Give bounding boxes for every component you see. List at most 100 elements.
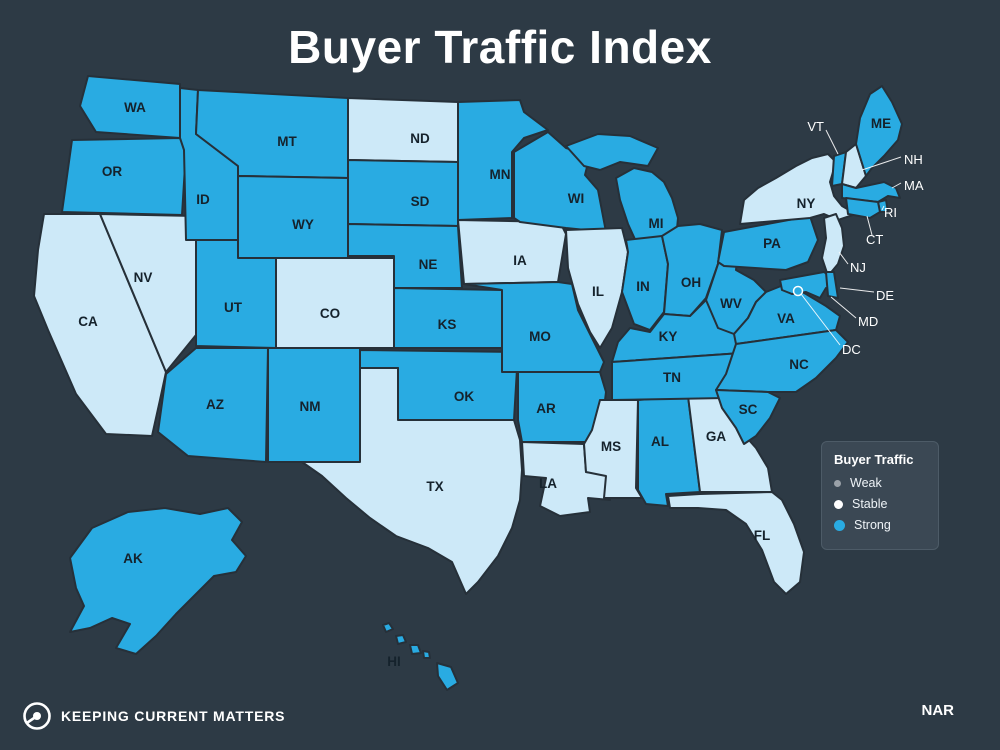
stable-dot-icon — [834, 499, 843, 509]
callout-line-de — [839, 287, 875, 293]
legend-panel: Buyer Traffic Weak Stable Strong — [821, 441, 939, 550]
state-label-pa: PA — [763, 236, 781, 251]
callout-line-vt — [825, 129, 839, 155]
state-nj — [821, 213, 845, 277]
state-ia — [457, 219, 567, 285]
nar-attribution: NAR — [921, 702, 955, 719]
legend-item-label: Stable — [852, 497, 888, 511]
state-nd — [347, 97, 459, 163]
state-label-ut: UT — [224, 300, 243, 315]
state-label-mi: MI — [649, 216, 664, 231]
state-label-wa: WA — [124, 100, 146, 115]
callout-label-ri: RI — [884, 205, 897, 220]
callout-label-dc: DC — [842, 342, 861, 357]
state-label-ok: OK — [454, 389, 475, 404]
callout-line-dc — [800, 293, 841, 346]
state-dc-marker — [792, 285, 804, 297]
state-fl — [667, 491, 805, 595]
state-nc — [715, 329, 849, 393]
callout-label-nh: NH — [904, 152, 923, 167]
state-wa — [79, 75, 181, 139]
brand-footer: KEEPING CURRENT MATTERS — [22, 701, 285, 731]
callout-line-ri — [881, 205, 885, 211]
state-label-wy: WY — [292, 217, 314, 232]
legend-item-label: Weak — [850, 476, 882, 490]
state-ak — [69, 507, 247, 655]
state-pa — [717, 215, 819, 271]
state-label-nv: NV — [134, 270, 153, 285]
state-label-al: AL — [651, 434, 669, 449]
state-label-il: IL — [592, 284, 604, 299]
legend-title: Buyer Traffic — [834, 452, 914, 467]
legend-item-strong: Strong — [834, 518, 926, 532]
state-label-id: ID — [196, 192, 210, 207]
state-label-ms: MS — [601, 439, 621, 454]
state-label-wi: WI — [568, 191, 585, 206]
weak-dot-icon — [834, 479, 841, 487]
callout-label-md: MD — [858, 314, 878, 329]
state-mo — [463, 281, 605, 373]
callout-line-ct — [866, 215, 873, 236]
state-label-ne: NE — [419, 257, 438, 272]
state-label-ky: KY — [659, 329, 678, 344]
page-title: Buyer Traffic Index — [288, 21, 712, 73]
state-label-ca: CA — [78, 314, 98, 329]
callout-label-ma: MA — [904, 178, 924, 193]
state-label-sc: SC — [739, 402, 758, 417]
state-label-ny: NY — [797, 196, 816, 211]
callout-label-de: DE — [876, 288, 894, 303]
callout-line-md — [830, 296, 857, 319]
state-label-ak: AK — [123, 551, 143, 566]
legend-items: Weak Stable Strong — [834, 476, 926, 532]
legend-item-label: Strong — [854, 518, 891, 532]
state-label-ks: KS — [438, 317, 457, 332]
state-label-mt: MT — [277, 134, 297, 149]
brand-name: KEEPING CURRENT MATTERS — [61, 708, 286, 724]
legend-item-weak: Weak — [834, 476, 926, 490]
state-label-in: IN — [636, 279, 650, 294]
state-label-az: AZ — [206, 397, 224, 412]
state-label-ar: AR — [536, 401, 556, 416]
state-label-co: CO — [320, 306, 340, 321]
state-sd — [347, 159, 459, 227]
state-tx — [301, 367, 523, 595]
state-label-or: OR — [102, 164, 123, 179]
callout-label-ct: CT — [866, 232, 883, 247]
state-label-mn: MN — [490, 167, 511, 182]
strong-dot-icon — [834, 519, 845, 531]
legend-item-stable: Stable — [834, 497, 926, 511]
kcm-logo-icon — [23, 702, 51, 730]
state-hi — [382, 622, 459, 691]
state-label-tx: TX — [426, 479, 443, 494]
state-label-ia: IA — [513, 253, 527, 268]
state-label-va: VA — [777, 311, 795, 326]
callout-line-nj — [838, 251, 849, 265]
state-co — [275, 257, 395, 349]
callout-line-ma — [891, 182, 902, 189]
state-label-ga: GA — [706, 429, 727, 444]
state-label-nd: ND — [410, 131, 430, 146]
state-label-sd: SD — [411, 194, 430, 209]
state-label-wv: WV — [720, 296, 742, 311]
state-or — [61, 137, 187, 216]
state-label-mo: MO — [529, 329, 551, 344]
state-de — [825, 271, 839, 299]
state-me — [855, 85, 903, 177]
state-nh — [841, 143, 867, 189]
state-label-me: ME — [871, 116, 891, 131]
state-ct — [845, 197, 881, 219]
callout-line-nh — [861, 156, 902, 171]
state-mn — [457, 99, 549, 221]
state-label-nm: NM — [300, 399, 321, 414]
callout-label-vt: VT — [807, 119, 824, 134]
callout-label-nj: NJ — [850, 260, 866, 275]
state-label-oh: OH — [681, 275, 701, 290]
state-label-fl: FL — [754, 528, 771, 543]
state-label-hi: HI — [387, 654, 401, 669]
state-label-la: LA — [539, 476, 557, 491]
state-sc — [715, 389, 781, 445]
state-label-tn: TN — [663, 370, 681, 385]
state-label-nc: NC — [789, 357, 809, 372]
